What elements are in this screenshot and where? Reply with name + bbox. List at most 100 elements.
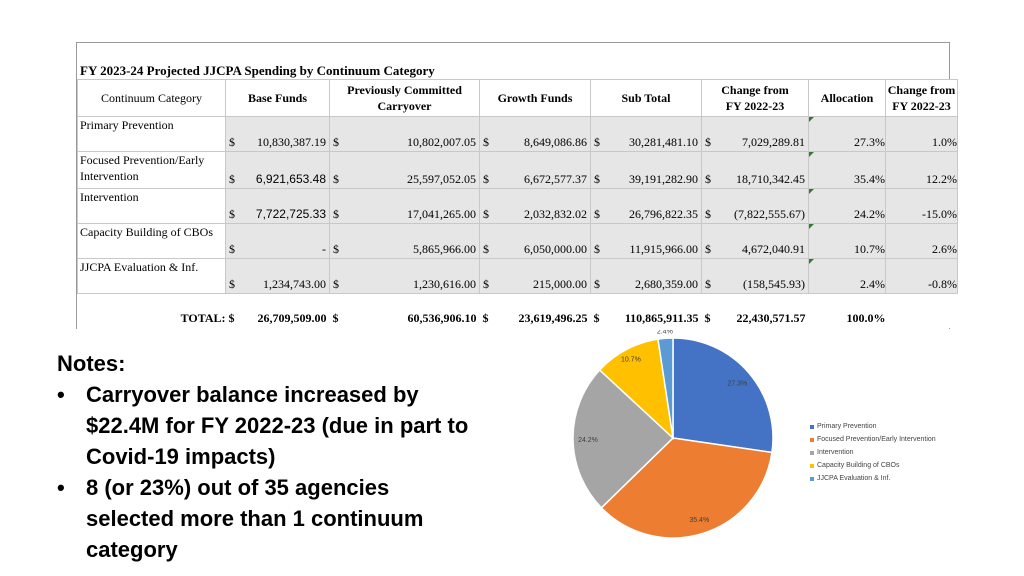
cell-growth-funds: $6,672,577.37 (479, 151, 591, 189)
total-growth: $23,619,496.25 (479, 293, 591, 328)
total-base: $26,709,509.00 (225, 293, 330, 328)
cell-growth-funds: $215,000.00 (479, 258, 591, 294)
pie-slice (657, 337, 674, 439)
legend-item: Focused Prevention/Early Intervention (810, 433, 936, 446)
currency-symbol: $ (704, 310, 711, 325)
total-label: TOTAL: (77, 293, 226, 328)
cell-value: 6,921,653.48 (255, 172, 326, 186)
cell-change-amount: $ (7,822,555.67) (701, 188, 809, 224)
currency-symbol: $ (593, 310, 600, 325)
pie-slice (572, 368, 675, 509)
bullet-icon: • (57, 475, 65, 500)
pie-chart: 27.3% 35.4% 24.2% 10.7% 2.4% (540, 328, 1020, 570)
table-header-row: Continuum Category Base Funds Previously… (77, 79, 958, 117)
cell-value: 6,050,000.00 (524, 242, 587, 256)
cell-value: 17,041,265.00 (407, 207, 476, 221)
pie-slice (598, 338, 675, 441)
header-category: Continuum Category (77, 79, 226, 117)
cell-base-funds: $ - (225, 223, 330, 259)
cell-change-percent: 2.6% (885, 223, 958, 259)
pie-data-label: 24.2% (578, 437, 598, 444)
row-category: Capacity Building of CBOs (77, 223, 226, 259)
table-row: JJCPA Evaluation & Inf. $1,234,743.00 $1,2… (77, 258, 958, 294)
cell-value: 215,000.00 (533, 277, 587, 291)
cell-carryover: $25,597,052.05 (329, 151, 480, 189)
currency-symbol: $ (483, 172, 489, 186)
notes-list: • Carryover balance increased by $22.4M f… (57, 379, 477, 565)
cell-sub-total: $30,281,481.10 (590, 116, 702, 152)
cell-value: - (322, 242, 326, 256)
table-row: Focused Prevention/Early Intervention $6,… (77, 151, 958, 189)
currency-symbol: $ (705, 207, 711, 221)
currency-symbol: $ (333, 277, 339, 291)
currency-symbol: $ (229, 277, 235, 291)
cell-value: 6,672,577.37 (524, 172, 587, 186)
cell-value: 5,865,966.00 (413, 242, 476, 256)
cell-growth-funds: $2,032,832.02 (479, 188, 591, 224)
cell-sub-total: $2,680,359.00 (590, 258, 702, 294)
legend-item: Capacity Building of CBOs (810, 459, 936, 472)
cell-base-funds: $7,722,725.33 (225, 188, 330, 224)
cell-value: 7,029,289.81 (742, 135, 805, 149)
header-growth-funds: Growth Funds (479, 79, 591, 117)
spending-table-panel: FY 2023-24 Projected JJCPA Spending by C… (76, 42, 958, 329)
note-item: • Carryover balance increased by $22.4M f… (57, 379, 477, 472)
currency-symbol: $ (705, 172, 711, 186)
currency-symbol: $ (229, 207, 235, 221)
cell-value: 30,281,481.10 (629, 135, 698, 149)
total-subtotal: $110,865,911.35 (590, 293, 702, 328)
currency-symbol: $ (333, 242, 339, 256)
cell-base-funds: $1,234,743.00 (225, 258, 330, 294)
cell-carryover: $10,802,007.05 (329, 116, 480, 152)
cell-change-amount: $18,710,342.45 (701, 151, 809, 189)
currency-symbol: $ (482, 310, 489, 325)
currency-symbol: $ (705, 242, 711, 256)
cell-change-percent: 1.0% (885, 116, 958, 152)
cell-value: 22,430,571.57 (736, 310, 806, 325)
cell-change-amount: $7,029,289.81 (701, 116, 809, 152)
table-row: Intervention $7,722,725.33 $17,041,265.00 $… (77, 188, 958, 224)
spending-table: Continuum Category Base Funds Previously… (77, 79, 958, 328)
cell-allocation: 35.4% (808, 151, 886, 189)
currency-symbol: $ (483, 207, 489, 221)
pie-data-label: 10.7% (621, 356, 641, 363)
cell-value: 25,597,052.05 (407, 172, 476, 186)
cell-value: 7,722,725.33 (255, 207, 326, 221)
cell-sub-total: $26,796,822.35 (590, 188, 702, 224)
cell-growth-funds: $6,050,000.00 (479, 223, 591, 259)
cell-value: 18,710,342.45 (736, 172, 805, 186)
cell-carryover: $5,865,966.00 (329, 223, 480, 259)
currency-symbol: $ (333, 135, 339, 149)
header-allocation: Allocation (808, 79, 886, 117)
table-title: FY 2023-24 Projected JJCPA Spending by C… (80, 63, 435, 78)
cell-value: 10,830,387.19 (257, 135, 326, 149)
pie-slice (672, 337, 774, 454)
total-change: $22,430,571.57 (701, 293, 809, 328)
cell-change-amount: $4,672,040.91 (701, 223, 809, 259)
cell-sub-total: $11,915,966.00 (590, 223, 702, 259)
currency-symbol: $ (705, 277, 711, 291)
cell-carryover: $17,041,265.00 (329, 188, 480, 224)
bullet-icon: • (57, 382, 65, 407)
notes-section: Notes: • Carryover balance increased by $… (57, 348, 477, 565)
legend-label: Intervention (817, 449, 854, 456)
header-sub-total: Sub Total (590, 79, 702, 117)
cell-base-funds: $6,921,653.48 (225, 151, 330, 189)
currency-symbol: $ (594, 207, 600, 221)
cell-sub-total: $39,191,282.90 (590, 151, 702, 189)
currency-symbol: $ (483, 135, 489, 149)
cell-value: 39,191,282.90 (629, 172, 698, 186)
notes-title: Notes: (57, 351, 126, 376)
legend-label: JJCPA Evaluation & Inf. (817, 475, 891, 482)
currency-symbol: $ (594, 242, 600, 256)
legend-swatch (810, 424, 814, 429)
cell-base-funds: $10,830,387.19 (225, 116, 330, 152)
legend-item: JJCPA Evaluation & Inf. (810, 472, 936, 485)
chart-legend: Primary Prevention Focused Prevention/Ear… (810, 420, 936, 485)
currency-symbol: $ (332, 310, 339, 325)
currency-symbol: $ (594, 135, 600, 149)
cell-allocation: 27.3% (808, 116, 886, 152)
cell-value: 2,032,832.02 (524, 207, 587, 221)
cell-growth-funds: $8,649,086.86 (479, 116, 591, 152)
cell-change-percent: 12.2% (885, 151, 958, 189)
